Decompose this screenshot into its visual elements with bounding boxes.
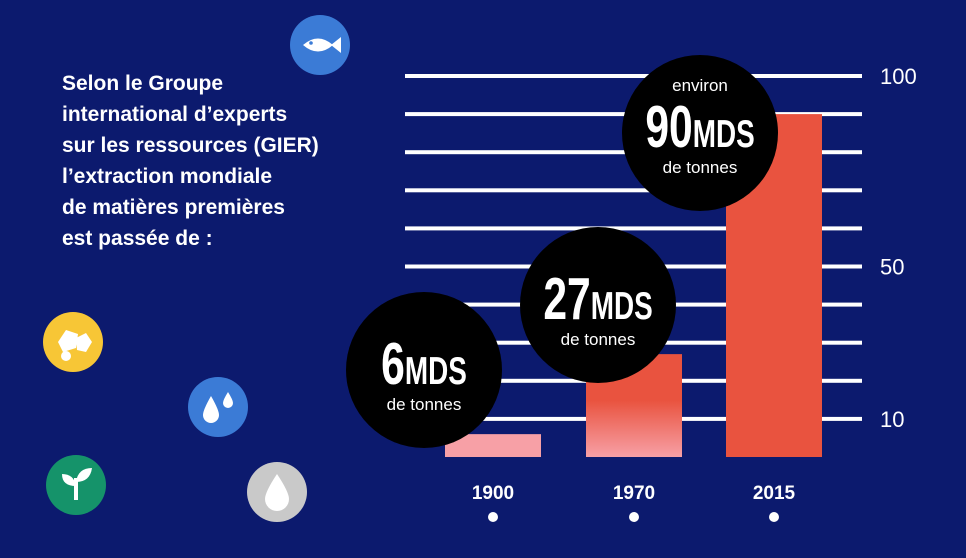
headline-line: de matières premières	[62, 196, 285, 219]
x-axis: 1900 1970 2015	[472, 483, 796, 522]
bubble-unit: MDS	[405, 349, 467, 393]
headline-line: l’extraction mondiale	[62, 165, 273, 188]
bubble-unit: MDS	[693, 112, 755, 156]
plant-sprout-icon	[46, 455, 106, 515]
y-tick-label: 10	[880, 407, 904, 432]
bubble-suffix: de tonnes	[663, 158, 738, 177]
oil-drop-icon	[247, 462, 307, 522]
y-axis: 10 50 100	[880, 64, 917, 432]
gridline	[405, 226, 862, 231]
fish-icon	[290, 15, 350, 75]
x-tick-dot	[769, 512, 779, 522]
headline-line: international d’experts	[62, 103, 288, 126]
bubble-suffix: de tonnes	[387, 395, 462, 414]
bubble-value: 27MDS	[543, 266, 652, 333]
headline-line: Selon le Groupe	[62, 72, 224, 95]
water-drops-icon	[188, 377, 248, 437]
headline-line: sur les ressources (GIER)	[62, 134, 319, 157]
bar-1900	[445, 434, 541, 457]
bubble-unit: MDS	[591, 284, 653, 328]
bubble-circle	[622, 55, 778, 211]
x-tick-dot	[488, 512, 498, 522]
x-tick-label: 2015	[753, 483, 796, 504]
stones-icon	[43, 312, 103, 372]
gridline	[405, 74, 862, 78]
x-tick-dot	[629, 512, 639, 522]
bubble-circle	[346, 292, 502, 448]
bubble-prefix: environ	[672, 76, 728, 95]
bubble-number: 90	[645, 94, 692, 161]
bubble-value: 6MDS	[381, 331, 467, 398]
y-tick-label: 50	[880, 255, 904, 280]
headline: Selon le Groupe international d’experts …	[62, 68, 382, 254]
bubble-circle	[520, 227, 676, 383]
gridline	[405, 188, 862, 193]
y-tick-label: 100	[880, 64, 917, 89]
bubble-suffix: de tonnes	[561, 330, 636, 349]
bubble-number: 27	[543, 266, 590, 333]
bubble-number: 6	[381, 331, 405, 398]
bubble-value: 90MDS	[645, 94, 754, 161]
x-tick-label: 1900	[472, 483, 514, 504]
headline-line: est passée de :	[62, 227, 213, 250]
x-tick-label: 1970	[613, 483, 655, 504]
